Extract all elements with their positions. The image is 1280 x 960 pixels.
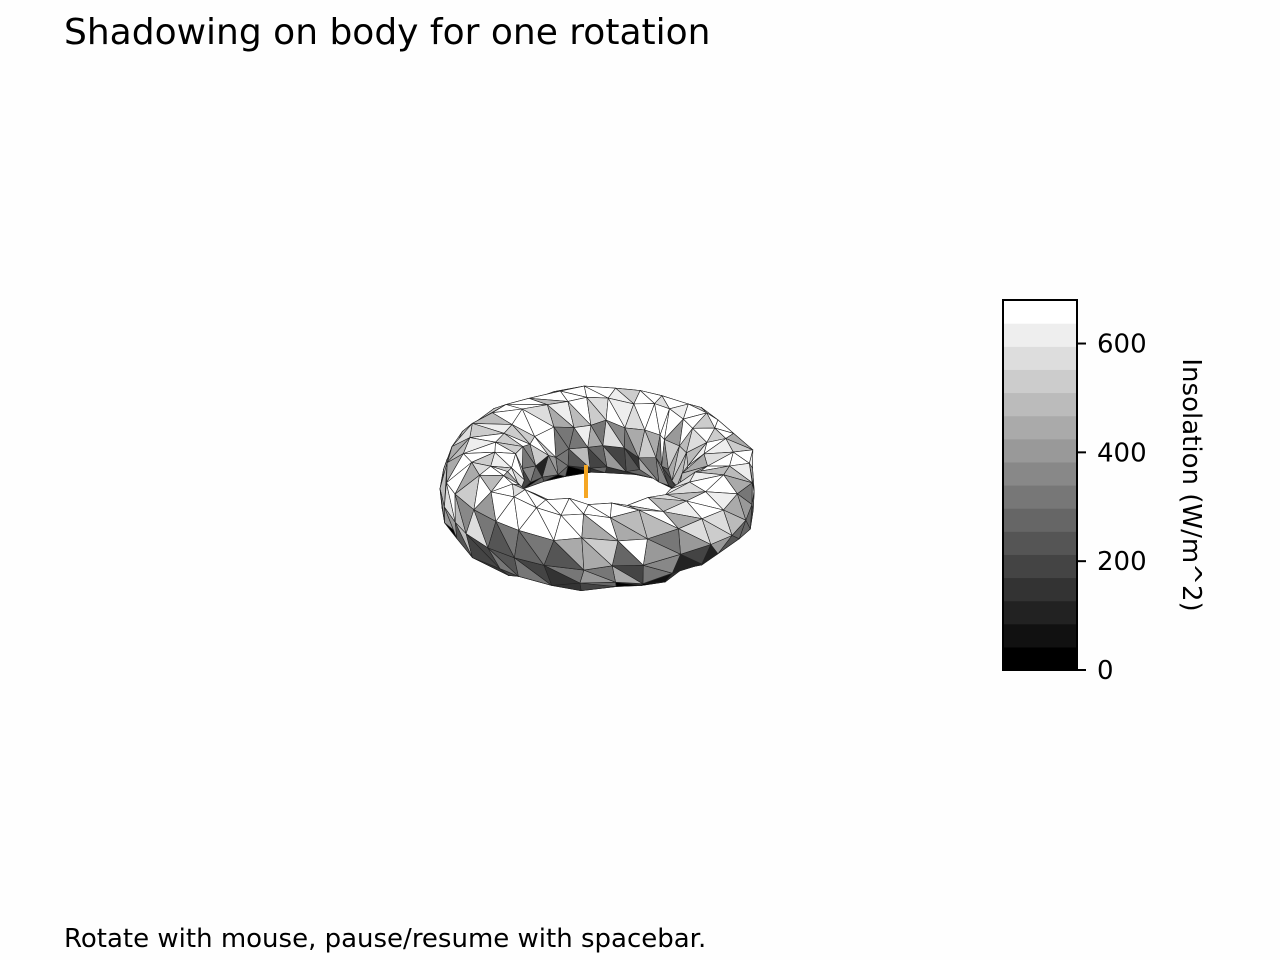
colorbar-tick-label: 600	[1097, 330, 1147, 360]
colorbar-level	[1003, 485, 1077, 509]
instructions-text: Rotate with mouse, pause/resume with spa…	[64, 924, 707, 954]
colorbar-level	[1003, 554, 1077, 579]
colorbar-level	[1003, 369, 1077, 394]
colorbar-level	[1003, 392, 1077, 417]
colorbar-tick-label: 0	[1097, 656, 1114, 686]
colorbar-level	[1003, 623, 1077, 648]
colorbar-tick-label: 400	[1097, 438, 1147, 468]
colorbar: 0 200 400 600 Insolation (W/m^2)	[1002, 299, 1206, 686]
colorbar-tick-label: 200	[1097, 547, 1147, 577]
mesh-facet	[581, 537, 619, 567]
colorbar-level	[1003, 600, 1077, 625]
colorbar-level	[1003, 300, 1077, 324]
colorbar-level	[1003, 531, 1077, 555]
colorbar-level	[1003, 577, 1077, 602]
colorbar-level	[1003, 461, 1077, 486]
colorbar-level	[1003, 415, 1077, 440]
colorbar-level	[1003, 323, 1077, 347]
colorbar-label: Insolation (W/m^2)	[1176, 358, 1206, 611]
colorbar-level	[1003, 346, 1077, 370]
colorbar-level	[1003, 438, 1077, 463]
colorbar-level	[1003, 508, 1077, 532]
colorbar-frame	[1002, 299, 1078, 671]
colorbar-level	[1003, 646, 1077, 671]
body-mesh[interactable]	[439, 385, 755, 592]
chart-title: Shadowing on body for one rotation	[64, 12, 711, 53]
